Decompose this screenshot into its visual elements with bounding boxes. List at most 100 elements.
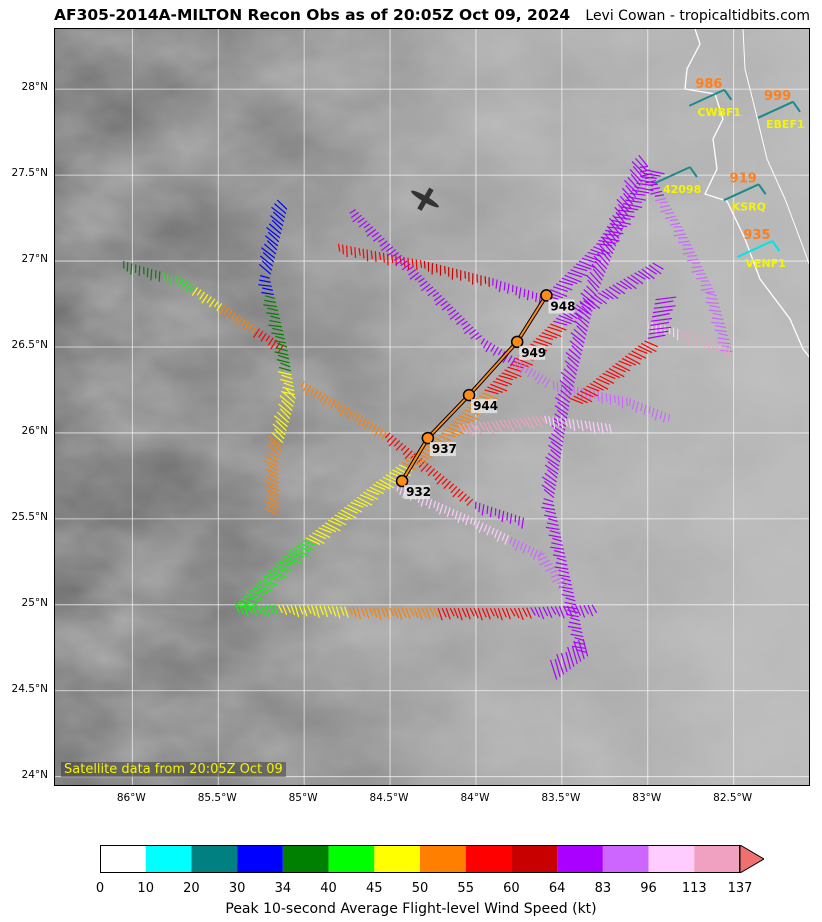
wind-barb [602, 372, 616, 380]
wind-barb [554, 405, 569, 415]
wind-barb [547, 461, 559, 471]
wind-barb [466, 423, 474, 436]
wind-barb [550, 289, 568, 297]
wind-barb [600, 422, 604, 434]
wind-barb [501, 533, 506, 541]
wind-barb [378, 251, 382, 260]
wind-barb [274, 351, 289, 356]
wind-barb [328, 519, 342, 527]
wind-barb [373, 426, 381, 437]
wind-barb [715, 341, 719, 352]
wind-barb [319, 605, 325, 616]
wind-barb [605, 229, 624, 235]
wind-barb [379, 479, 395, 489]
wind-barb [364, 607, 370, 619]
wind-barb [552, 576, 563, 583]
wind-barb [612, 284, 626, 295]
wind-barb [599, 244, 612, 258]
wind-barb [536, 374, 544, 385]
wind-barb [470, 332, 480, 340]
wind-barb [530, 547, 535, 557]
wind-barb [634, 272, 646, 280]
wind-barb [563, 368, 576, 380]
wind-barb [384, 432, 391, 439]
wind-barb [393, 254, 402, 262]
wind-barb [545, 510, 557, 515]
wind-barb [506, 512, 509, 521]
wind-barb [486, 525, 491, 536]
wind-barb [715, 325, 726, 329]
wind-barb [406, 266, 414, 272]
wind-barb [181, 280, 188, 289]
wind-barb [358, 247, 361, 256]
wind-barb [397, 608, 403, 621]
wind-barb [527, 368, 534, 378]
wind-barb [491, 527, 495, 535]
wind-barb [707, 338, 711, 351]
wind-barb [266, 456, 279, 464]
wind-barb [347, 504, 363, 513]
wind-barb [562, 605, 569, 616]
wind-barb [319, 393, 326, 402]
wind-barb [305, 385, 312, 396]
wind-barb [541, 376, 547, 385]
wind-barb [421, 607, 427, 618]
wind-barb [359, 494, 374, 501]
wind-barb [567, 625, 582, 630]
wind-barb [700, 283, 712, 287]
wind-barb [579, 605, 586, 618]
colorbar-tick-label: 83 [594, 881, 612, 896]
wind-barb [578, 260, 596, 269]
satellite-map[interactable]: 932 937 944 949 948 986 CWBF1 999 EBEF1 42098 919… [54, 28, 810, 786]
colorbar-segment [100, 845, 146, 873]
wind-barb [266, 476, 279, 484]
wind-barb [385, 246, 394, 252]
wind-barb [712, 340, 715, 349]
wind-barb [433, 500, 437, 508]
wind-barb [178, 277, 181, 288]
wind-barb [248, 323, 254, 331]
wind-barb [659, 201, 669, 204]
wind-barb [443, 480, 451, 489]
wind-barb [247, 604, 253, 615]
wind-barb [662, 412, 667, 423]
wind-barb [650, 321, 670, 327]
center-fix-label-bg [471, 399, 498, 414]
wind-barb [586, 274, 600, 289]
wind-barb [535, 416, 543, 428]
wind-barb [478, 421, 486, 431]
wind-barb [573, 266, 588, 272]
wind-barb [504, 369, 522, 378]
wind-barb [296, 545, 311, 552]
wind-barb [551, 542, 564, 546]
wind-barb [490, 383, 508, 392]
wind-barb [557, 574, 571, 578]
station-wind-barb [757, 100, 794, 119]
wind-barb [302, 539, 316, 546]
wind-barb [267, 504, 279, 512]
wind-barb [282, 604, 288, 616]
wind-barb [455, 418, 470, 424]
wind-barb [678, 240, 690, 244]
wind-barb [678, 236, 688, 239]
wind-barb [601, 290, 614, 300]
wind-barb [423, 260, 426, 269]
wind-barb [560, 652, 568, 673]
wind-barb [555, 283, 573, 291]
wind-barb [448, 309, 457, 316]
wind-barb [339, 405, 346, 416]
wind-barb [387, 249, 397, 257]
wind-barb [521, 517, 525, 529]
wind-barb [419, 260, 423, 269]
wind-barb [514, 359, 520, 367]
wind-barb [659, 204, 671, 208]
wind-barb [667, 414, 671, 422]
wind-barb [509, 357, 516, 367]
wind-barb [626, 276, 639, 285]
wind-barb [434, 473, 442, 481]
wind-barb [271, 219, 283, 231]
wind-barb [356, 606, 362, 620]
wind-barb [399, 256, 402, 264]
wind-barb [405, 608, 411, 620]
wind-barb [588, 421, 592, 432]
